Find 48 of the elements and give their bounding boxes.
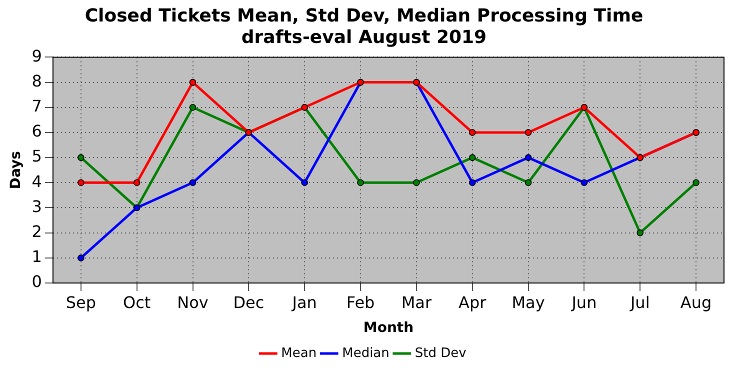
y-tick-label: 5 — [32, 146, 42, 166]
x-tick-label: Mar — [401, 292, 432, 312]
y-tick-label: 6 — [32, 122, 42, 141]
x-tick-label: Jun — [570, 292, 597, 312]
point — [468, 129, 476, 136]
x-tick-label: Nov — [177, 292, 208, 312]
point — [301, 179, 308, 186]
point — [468, 154, 476, 161]
point — [78, 179, 84, 186]
point — [78, 154, 84, 161]
point — [468, 179, 476, 186]
y-tick-label: 1 — [32, 247, 42, 266]
x-tick-label: Jan — [291, 292, 317, 312]
point — [524, 179, 532, 186]
chart-title: Closed Tickets Mean, Std Dev, Median Processing Time — [84, 5, 644, 26]
point — [413, 179, 420, 186]
point — [133, 179, 140, 186]
point — [189, 104, 196, 111]
x-tick-label: Jul — [629, 292, 650, 312]
x-tick-label: May — [512, 292, 545, 312]
point — [357, 179, 364, 186]
legend-label: Median — [342, 346, 390, 361]
x-tick-label: Sep — [66, 292, 96, 312]
point — [636, 229, 644, 236]
point — [524, 154, 532, 161]
y-tick-label: 4 — [32, 172, 42, 191]
point — [580, 179, 588, 186]
y-tick-label: 0 — [32, 272, 42, 292]
x-tick-label: Dec — [233, 292, 264, 312]
x-tick-label: Apr — [458, 292, 487, 312]
legend-label: Mean — [281, 346, 317, 361]
point — [78, 254, 84, 262]
y-tick-label: 3 — [32, 196, 42, 216]
x-tick-label: Oct — [123, 292, 151, 312]
point — [692, 179, 700, 186]
y-axis-title: Days — [8, 151, 24, 190]
point — [189, 78, 196, 86]
x-tick-label: Aug — [680, 292, 712, 312]
x-tick-label: Feb — [346, 292, 375, 312]
chart-subtitle: drafts-eval August 2019 — [241, 27, 487, 48]
x-axis-title: Month — [363, 320, 414, 336]
point — [524, 129, 532, 136]
legend-label: Std Dev — [414, 346, 467, 361]
y-tick-label: 7 — [32, 96, 42, 116]
y-tick-label: 2 — [32, 222, 42, 241]
y-tick-label: 9 — [32, 46, 42, 66]
point — [189, 179, 196, 186]
y-tick-label: 8 — [32, 71, 42, 90]
